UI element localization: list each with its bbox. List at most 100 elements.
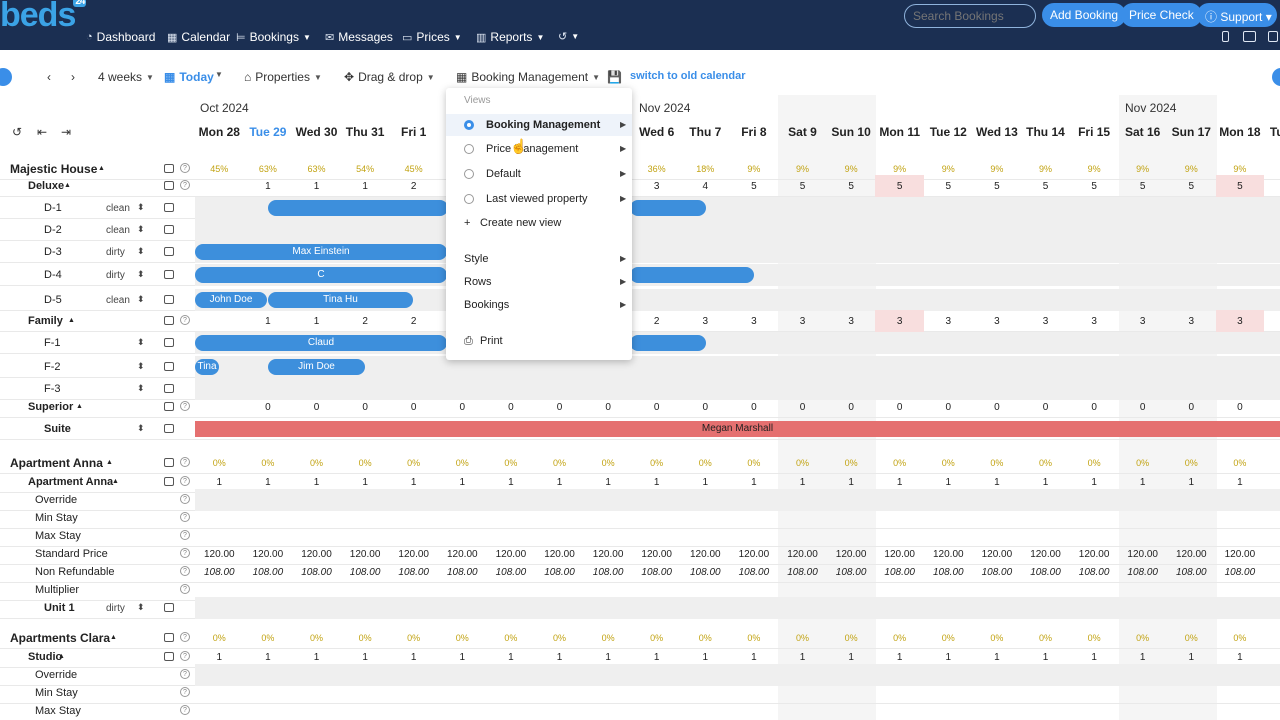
day-cell[interactable]: 9% xyxy=(893,164,907,174)
day-cell[interactable]: 108.00 xyxy=(1127,567,1158,578)
row-label[interactable]: D-5 xyxy=(44,294,62,306)
day-header[interactable]: Thu 31 xyxy=(345,125,385,139)
help-icon[interactable]: ? xyxy=(180,476,190,486)
day-cell[interactable]: 1 xyxy=(945,652,952,663)
day-cell[interactable]: 3 xyxy=(1042,316,1049,327)
view-option-default[interactable]: Default ▶ xyxy=(446,163,632,185)
beds24-logo[interactable]: beds24 xyxy=(0,0,88,35)
day-cell[interactable]: 1 xyxy=(1139,652,1146,663)
day-cell[interactable]: 0% xyxy=(1038,458,1052,468)
day-cell[interactable]: 1 xyxy=(1237,652,1243,663)
day-cell[interactable]: 0% xyxy=(212,458,226,468)
day-cell[interactable]: 0% xyxy=(407,458,421,468)
booking-bar[interactable]: Max Einstein xyxy=(195,244,447,260)
day-cell[interactable]: 5 xyxy=(848,181,854,192)
day-cell[interactable]: 120.00 xyxy=(252,549,284,560)
day-cell[interactable]: 0% xyxy=(1136,458,1150,468)
day-cell[interactable]: 108.00 xyxy=(690,567,721,578)
help-icon[interactable]: ? xyxy=(180,632,190,642)
comment-icon[interactable] xyxy=(164,203,174,212)
booking-bar[interactable]: Tina xyxy=(195,359,219,375)
day-cell[interactable]: 0 xyxy=(1091,402,1097,413)
range-select[interactable]: 4 weeks ▼ xyxy=(98,70,154,84)
help-icon[interactable]: ? xyxy=(180,494,190,504)
day-cell[interactable]: 1 xyxy=(653,652,660,663)
cleaning-status[interactable]: clean xyxy=(106,295,130,306)
day-cell[interactable]: 108.00 xyxy=(641,567,672,578)
day-cell[interactable]: 1 xyxy=(265,316,271,327)
nav-bookings[interactable]: ⊨ Bookings ▼ xyxy=(236,30,311,44)
row-label[interactable]: Max Stay xyxy=(35,705,81,717)
day-cell[interactable]: 0 xyxy=(945,402,952,413)
collapse-icon[interactable]: ▲ xyxy=(112,478,119,485)
row-label[interactable]: D-4 xyxy=(44,269,62,281)
nav-reports[interactable]: ▥ Reports ▼ xyxy=(476,30,545,44)
booking-bar[interactable] xyxy=(268,200,448,216)
day-header[interactable]: Wed 30 xyxy=(295,125,338,139)
day-cell[interactable]: 9% xyxy=(1233,164,1247,174)
day-cell[interactable]: 1 xyxy=(848,652,854,663)
day-cell[interactable]: 0 xyxy=(994,402,1000,413)
add-booking-button[interactable]: Add Booking xyxy=(1042,3,1127,27)
nav-messages[interactable]: ✉ Messages xyxy=(325,30,393,44)
booking-bar[interactable]: Tina Hu xyxy=(268,292,413,308)
day-cell[interactable]: 0% xyxy=(1038,633,1052,643)
booking-bar[interactable] xyxy=(630,267,754,283)
help-icon[interactable]: ? xyxy=(180,584,190,594)
day-cell[interactable]: 120.00 xyxy=(1078,549,1110,560)
day-cell[interactable]: 5 xyxy=(1188,181,1195,192)
day-cell[interactable]: 0 xyxy=(751,402,757,413)
day-cell[interactable]: 0 xyxy=(362,402,368,413)
day-cell[interactable]: 120.00 xyxy=(884,549,915,560)
day-header[interactable]: Tue 19 xyxy=(1269,125,1280,139)
day-cell[interactable]: 120.00 xyxy=(690,549,721,560)
sort-arrows-icon[interactable]: ⬍ xyxy=(137,602,145,612)
day-cell[interactable]: 0 xyxy=(605,402,611,413)
day-cell[interactable]: 45% xyxy=(210,164,229,174)
day-cell[interactable]: 54% xyxy=(356,164,375,174)
day-header[interactable]: Mon 28 xyxy=(198,125,240,139)
comment-icon[interactable] xyxy=(164,652,174,661)
day-cell[interactable]: 120.00 xyxy=(544,549,575,560)
day-cell[interactable]: 0 xyxy=(1237,402,1243,413)
day-cell[interactable]: 120.00 xyxy=(641,549,672,560)
day-cell[interactable]: 3 xyxy=(1237,316,1243,327)
day-cell[interactable]: 1 xyxy=(556,477,563,488)
day-cell[interactable]: 1 xyxy=(653,477,660,488)
day-cell[interactable]: 0% xyxy=(990,633,1004,643)
sort-arrows-icon[interactable]: ⬍ xyxy=(137,224,145,234)
day-cell[interactable]: 120.00 xyxy=(301,549,332,560)
day-cell[interactable]: 5 xyxy=(1237,181,1243,192)
row-label[interactable]: Override xyxy=(35,494,78,506)
day-header[interactable]: Mon 11 xyxy=(879,125,921,139)
day-cell[interactable]: 120.00 xyxy=(787,549,818,560)
day-header[interactable]: Tue 12 xyxy=(929,125,967,139)
day-cell[interactable]: 120.00 xyxy=(349,549,381,560)
day-cell[interactable]: 3 xyxy=(799,316,806,327)
day-cell[interactable]: 1 xyxy=(508,477,514,488)
day-cell[interactable]: 3 xyxy=(702,316,709,327)
day-cell[interactable]: 0 xyxy=(1188,402,1195,413)
day-header[interactable]: Mon 18 xyxy=(1219,125,1261,139)
view-option-last-viewed[interactable]: Last viewed property ▶ xyxy=(446,188,632,210)
help-icon[interactable]: ? xyxy=(180,669,190,679)
collapse-left-icon[interactable]: ⇤ xyxy=(37,125,48,139)
sort-arrows-icon[interactable]: ⬍ xyxy=(137,423,145,433)
day-cell[interactable]: 0% xyxy=(844,633,858,643)
row-label[interactable]: D-1 xyxy=(44,202,62,214)
day-header[interactable]: Sun 10 xyxy=(831,125,871,139)
comment-icon[interactable] xyxy=(164,316,174,325)
day-cell[interactable]: 1 xyxy=(216,477,223,488)
day-cell[interactable]: 1 xyxy=(556,652,563,663)
row-label[interactable]: Suite xyxy=(44,423,71,435)
date-picker-toggle[interactable]: ▼ xyxy=(215,70,223,79)
day-cell[interactable]: 1 xyxy=(265,181,271,192)
comment-icon[interactable] xyxy=(164,362,174,371)
collapse-icon[interactable]: ▲ xyxy=(76,403,83,410)
day-cell[interactable]: 0% xyxy=(747,458,761,468)
help-icon[interactable]: ? xyxy=(180,180,190,190)
day-cell[interactable]: 0 xyxy=(556,402,563,413)
row-label[interactable]: Apartments Clara xyxy=(10,631,111,645)
day-header[interactable]: Sat 16 xyxy=(1125,125,1161,139)
comment-icon[interactable] xyxy=(164,164,174,173)
